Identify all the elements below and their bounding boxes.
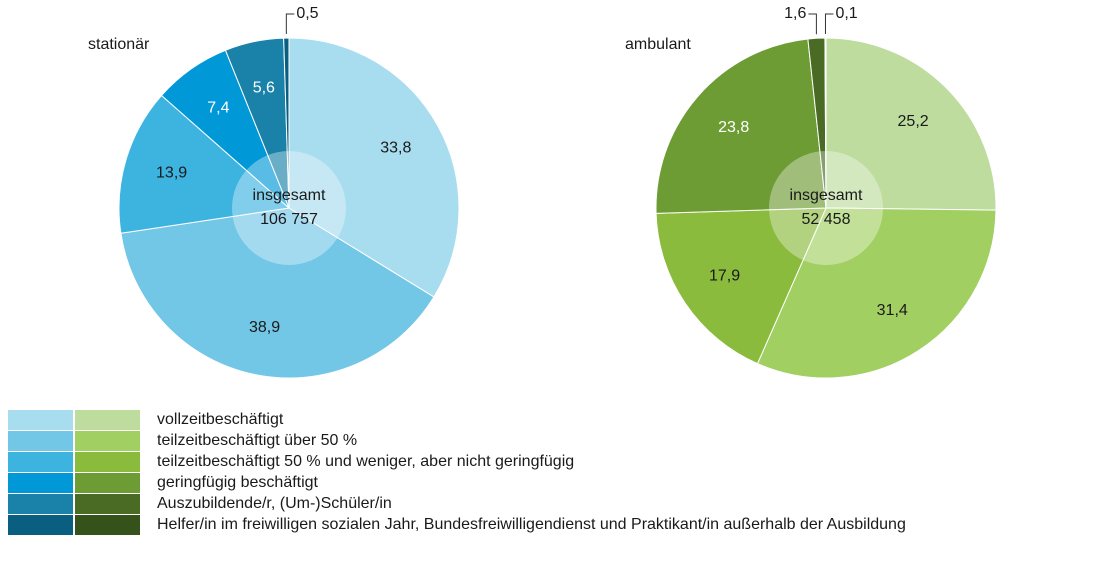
legend-label: Helfer/in im freiwilligen sozialen Jahr,…	[157, 516, 906, 533]
slice-label: 23,8	[718, 119, 749, 136]
legend-swatch	[8, 452, 73, 472]
legend-swatch	[75, 473, 140, 493]
center-circle	[769, 151, 883, 265]
slice-label: 38,9	[249, 319, 280, 336]
pie-slice	[283, 37, 290, 209]
legend-swatch	[75, 431, 140, 451]
legend-label: teilzeitbeschäftigt über 50 %	[157, 432, 357, 449]
legend-swatch	[75, 452, 140, 472]
center-label: insgesamt	[253, 187, 326, 204]
center-total: 52 458	[802, 211, 851, 228]
pie-slice	[756, 207, 997, 379]
center-label: insgesamt	[790, 187, 863, 204]
slice-label: 5,6	[253, 79, 275, 96]
pie-title: stationär	[88, 36, 150, 53]
legend-label: vollzeitbeschäftigt	[157, 411, 284, 428]
pie-title: ambulant	[625, 36, 691, 53]
pie-slice	[825, 37, 997, 211]
leader-line	[824, 13, 834, 35]
pie-slice	[288, 37, 460, 298]
legend-swatch	[75, 494, 140, 514]
pie-slice	[655, 207, 827, 365]
slice-label: 1,6	[784, 5, 806, 22]
legend-label: teilzeitbeschäftigt 50 % und weniger, ab…	[157, 453, 574, 470]
legend-swatch	[8, 431, 73, 451]
pie-slice	[824, 37, 827, 209]
leader-line	[808, 13, 817, 35]
slice-label: 0,5	[296, 5, 318, 22]
legend-label: geringfügig beschäftigt	[157, 474, 319, 491]
pie-slice	[655, 38, 827, 214]
legend-swatch	[8, 473, 73, 493]
slice-label: 17,9	[709, 268, 740, 285]
slice-label: 31,4	[877, 302, 908, 319]
slice-label: 7,4	[207, 99, 229, 116]
legend-swatch	[8, 410, 73, 430]
pie-slice	[120, 207, 435, 379]
center-total: 106 757	[260, 211, 318, 228]
legend-swatch	[75, 410, 140, 430]
slice-label: 13,9	[156, 165, 187, 182]
pie-slice	[118, 94, 291, 234]
slice-label: 25,2	[898, 113, 929, 130]
legend-swatch	[8, 494, 73, 514]
center-circle	[232, 151, 346, 265]
leader-line	[285, 13, 295, 35]
legend-swatch	[75, 515, 140, 535]
slice-label: 0,1	[835, 5, 857, 22]
legend-swatch	[8, 515, 73, 535]
slice-label: 33,8	[380, 139, 411, 156]
legend-label: Auszubildende/r, (Um-)Schüler/in	[157, 495, 392, 512]
